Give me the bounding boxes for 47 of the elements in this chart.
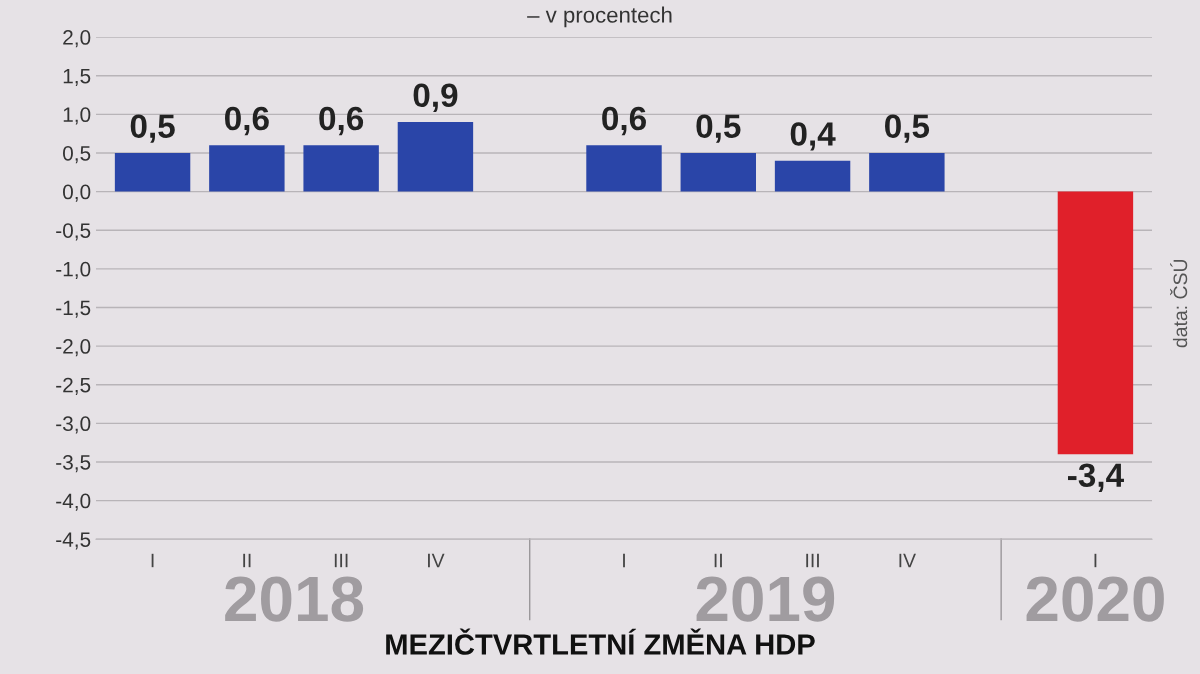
y-tick-label: 1,0: [63, 107, 91, 125]
y-tick-label: -4,5: [56, 532, 91, 550]
text: 2020: [1026, 576, 1164, 622]
bar: [397, 122, 474, 192]
x-tick-label: IV: [899, 553, 916, 568]
data-label: 0,6: [602, 106, 646, 136]
x-tick-label: I: [151, 553, 154, 568]
x-tick-label: III: [334, 553, 348, 568]
y-tick-label: 0,0: [62, 184, 91, 202]
y-tick-label: -2,5: [56, 377, 91, 395]
data-label: 0,4: [790, 122, 836, 151]
y-tick-label: 0,5: [62, 145, 91, 164]
bar: [209, 145, 285, 192]
y-tick-label: -1,5: [56, 300, 91, 318]
y-tick-label: -2,0: [56, 339, 91, 357]
bar: [586, 145, 662, 192]
y-tick-label: 1,5: [63, 68, 91, 86]
y-tick-label: -3,5: [56, 454, 91, 473]
text: data: ČSÚ: [1170, 259, 1188, 348]
data-label: 0,5: [885, 114, 930, 143]
bar: [303, 145, 379, 192]
y-tick-label: -1,0: [56, 261, 91, 280]
y-tick-label: -4,0: [56, 493, 91, 511]
text: 2018: [225, 576, 364, 622]
data-label: 0,6: [319, 106, 364, 136]
x-tick-label: I: [1094, 553, 1097, 568]
text: 2019: [696, 576, 835, 622]
x-tick-label: I: [623, 553, 625, 568]
bar: [114, 152, 191, 192]
chart-subtitle: – v procentech: [527, 6, 672, 28]
bar: [774, 160, 851, 192]
y-tick-label: -3,0: [56, 416, 91, 434]
bar: [680, 152, 756, 192]
data-label: 0,9: [413, 83, 458, 112]
bar: [869, 152, 945, 192]
data-label: 0,5: [696, 114, 741, 143]
data-label: -3,4: [1068, 463, 1124, 492]
x-axis-title: MEZIČTVRTLETNÍ ZMĚNA HDP: [386, 628, 815, 655]
x-tick-label: II: [714, 553, 722, 568]
y-tick-label: 2,0: [63, 30, 91, 48]
x-tick-label: IV: [428, 553, 445, 568]
bar: [1057, 191, 1134, 455]
x-tick-label: II: [243, 553, 251, 568]
data-label: 0,5: [130, 114, 175, 143]
y-tick-label: -0,5: [56, 223, 91, 241]
x-tick-label: III: [806, 553, 819, 568]
data-label: 0,6: [225, 106, 269, 136]
